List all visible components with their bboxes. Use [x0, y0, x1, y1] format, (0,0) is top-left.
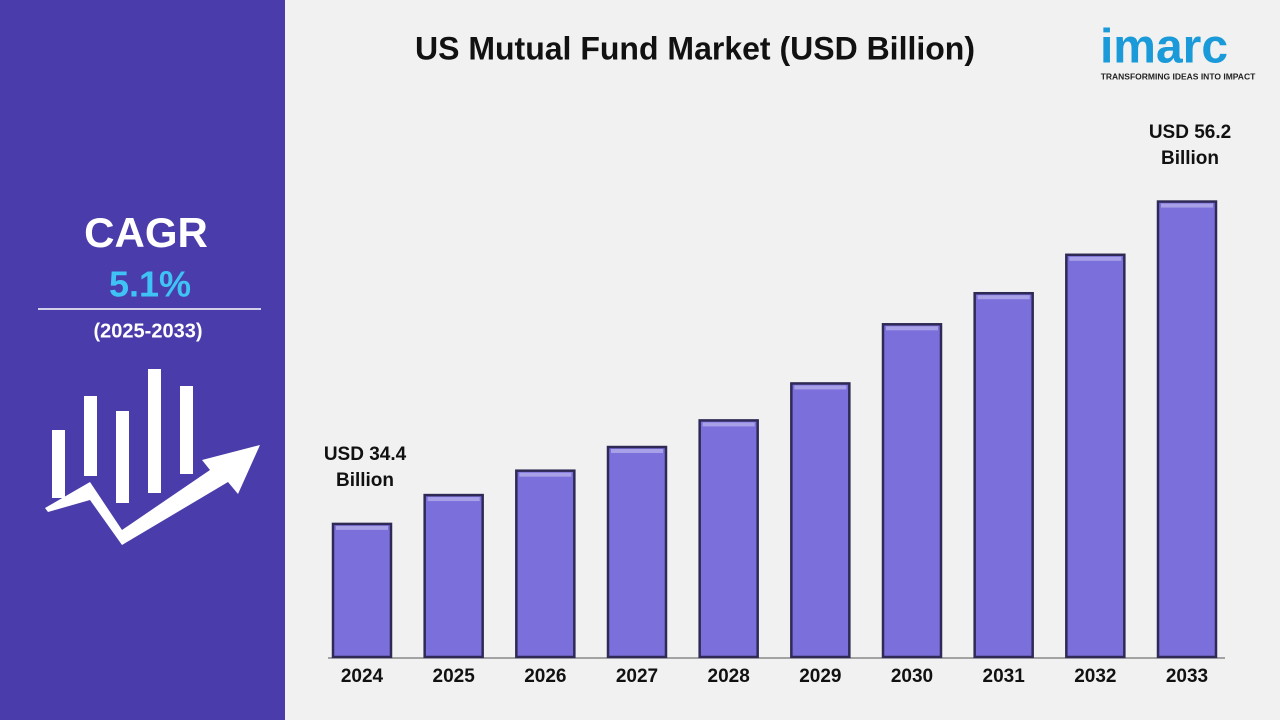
x-tick-label: 2030	[891, 666, 933, 687]
bar-highlight	[1069, 256, 1122, 261]
bar	[698, 419, 759, 659]
bar-highlight	[427, 497, 480, 502]
bar	[515, 469, 576, 659]
bar-highlight	[336, 525, 388, 530]
x-tick-label: 2024	[341, 666, 384, 687]
bar-highlight	[519, 472, 572, 477]
bar	[606, 445, 668, 659]
cagr-period: (2025-2033)	[94, 320, 203, 342]
bar	[881, 323, 943, 659]
value-label: USD 34.4 Billion	[323, 443, 407, 491]
x-tick-label: 2028	[708, 666, 750, 687]
chart-title: US Mutual Fund Market (USD Billion)	[415, 30, 975, 66]
bar	[331, 522, 393, 659]
growth-icon	[45, 369, 260, 545]
bar	[973, 291, 1034, 659]
bar-highlight	[702, 422, 755, 427]
cagr-label: CAGR	[84, 209, 208, 256]
bar	[790, 382, 851, 659]
bar-highlight	[977, 295, 1030, 300]
logo-name: imarc	[1100, 21, 1228, 74]
x-tick-label: 2027	[616, 666, 658, 687]
x-tick-label: 2026	[524, 666, 566, 687]
bar-highlight	[611, 449, 663, 454]
bar	[423, 493, 484, 659]
x-tick-label: 2033	[1166, 666, 1208, 687]
x-tick-label: 2025	[433, 666, 476, 687]
bar	[1065, 253, 1126, 659]
cagr-value: 5.1%	[109, 264, 191, 305]
bar-highlight	[886, 326, 938, 331]
x-tick-label: 2032	[1074, 666, 1116, 687]
x-tick-label: 2031	[983, 666, 1026, 687]
sidebar-panel	[0, 0, 285, 720]
value-label: USD 56.2 Billion	[1148, 121, 1232, 169]
bar-highlight	[794, 385, 847, 390]
bar	[1156, 200, 1218, 659]
bar-highlight	[1161, 203, 1213, 208]
logo-tagline: TRANSFORMING IDEAS INTO IMPACT	[1101, 71, 1256, 81]
x-tick-label: 2029	[799, 666, 841, 687]
